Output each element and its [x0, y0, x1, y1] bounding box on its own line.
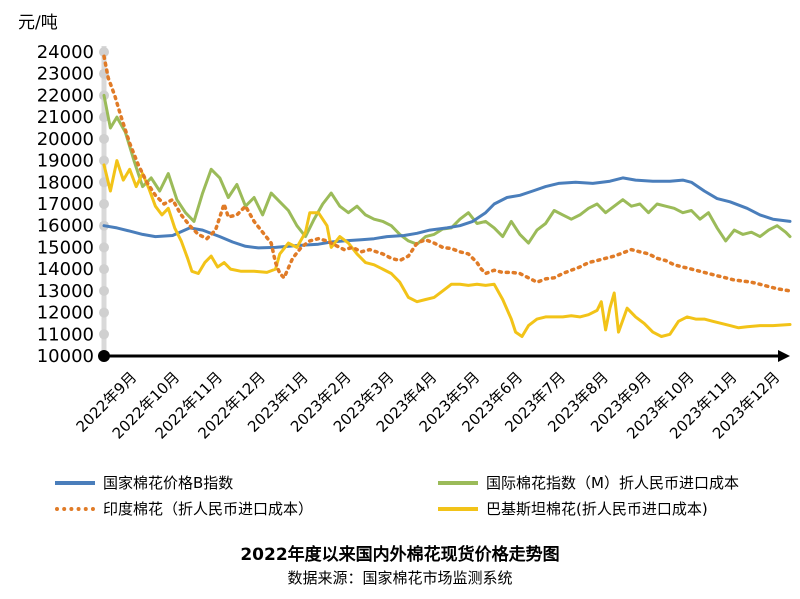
series-line-india [102, 54, 792, 293]
y-tick-mark [99, 329, 109, 340]
axis-origin-dot [98, 350, 110, 362]
legend: 国家棉花价格B指数 国际棉花指数（M）折人民币进口成本 印度棉花（折人民币进口成… [0, 468, 800, 524]
y-tick-label: 24000 [37, 42, 94, 63]
y-tick-label: 17000 [37, 194, 94, 215]
y-tick-label: 21000 [37, 107, 94, 128]
y-tick-label: 10000 [37, 346, 94, 367]
y-tick-label: 23000 [37, 64, 94, 85]
y-tick-label: 22000 [37, 85, 94, 106]
x-axis-arrow [778, 350, 790, 362]
y-tick-mark [99, 199, 109, 209]
legend-item-b-index: 国家棉花价格B指数 [55, 472, 233, 493]
legend-label-intl-index: 国际棉花指数（M）折人民币进口成本 [486, 474, 739, 492]
plot-area: 1000011000120001300014000150001600017000… [37, 42, 792, 443]
y-axis-unit-label: 元/吨 [18, 13, 58, 33]
y-tick-label: 18000 [37, 172, 94, 193]
chart-source: 数据来源：国家棉花市场监测系统 [287, 569, 513, 587]
y-tick-mark [99, 242, 109, 253]
y-tick-label: 15000 [37, 237, 94, 258]
y-tick-label: 20000 [37, 129, 94, 150]
y-tick-label: 13000 [37, 281, 94, 302]
series-line-b-index [102, 176, 792, 250]
legend-swatch-india [55, 506, 95, 511]
y-tick-mark [99, 264, 109, 275]
y-tick-mark [99, 47, 109, 57]
legend-swatch-b-index [55, 480, 95, 485]
y-tick-label: 19000 [37, 151, 94, 172]
legend-label-b-index: 国家棉花价格B指数 [103, 474, 234, 492]
legend-label-pakistan: 巴基斯坦棉花(折人民币进口成本) [486, 500, 708, 518]
y-tick-label: 16000 [37, 216, 94, 237]
y-tick-label: 12000 [37, 303, 94, 324]
legend-label-india: 印度棉花（折人民币进口成本） [103, 500, 314, 518]
y-tick-label: 14000 [37, 259, 94, 280]
chart-title: 2022年度以来国内外棉花现货价格走势图 [240, 545, 560, 565]
y-tick-mark [99, 133, 109, 144]
y-tick-mark [99, 307, 109, 318]
y-tick-label: 11000 [37, 324, 94, 345]
y-tick-mark [99, 155, 109, 166]
series-line-pakistan [102, 159, 792, 338]
legend-swatch-intl-index [438, 480, 478, 485]
series-line-intl-index [102, 93, 792, 246]
legend-item-intl-index: 国际棉花指数（M）折人民币进口成本 [438, 472, 739, 493]
legend-item-india: 印度棉花（折人民币进口成本） [55, 498, 313, 519]
y-tick-mark [99, 285, 109, 296]
legend-item-pakistan: 巴基斯坦棉花(折人民币进口成本) [438, 498, 708, 519]
legend-swatch-pakistan [438, 506, 478, 511]
